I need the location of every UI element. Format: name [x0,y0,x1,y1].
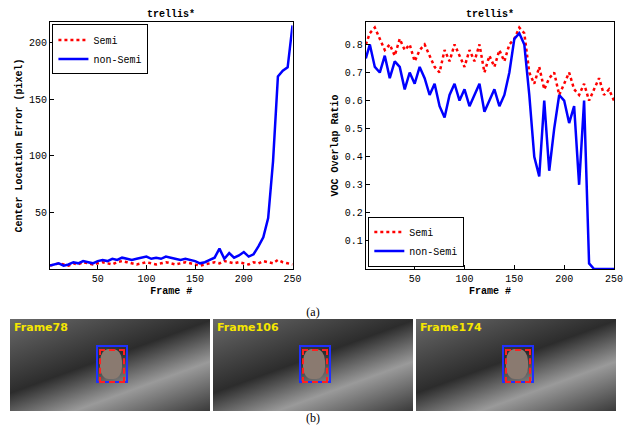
svg-text:0.8: 0.8 [345,40,363,51]
svg-text:0.5: 0.5 [345,124,363,135]
svg-text:250: 250 [605,274,623,285]
svg-text:trellis*: trellis* [466,9,514,20]
svg-text:200: 200 [235,274,253,285]
svg-text:Semi: Semi [409,228,433,239]
svg-text:Frame #: Frame # [469,286,511,297]
html-text:(a): (a) [306,305,320,319]
html-text:Frame78: Frame78 [14,321,68,334]
svg-text:150: 150 [29,95,47,106]
svg-text:250: 250 [284,274,302,285]
html-text:Frame106: Frame106 [217,321,279,334]
svg-text:50: 50 [92,274,104,285]
svg-text:0.1: 0.1 [345,236,363,247]
svg-text:200: 200 [29,38,47,49]
svg-text:Semi: Semi [93,36,117,47]
html-text:Frame174: Frame174 [420,321,482,334]
svg-text:100: 100 [456,274,474,285]
svg-text:non-Semi: non-Semi [409,247,457,258]
svg-text:Center Location Error (pixel): Center Location Error (pixel) [14,58,25,232]
svg-text:0.2: 0.2 [345,208,363,219]
svg-text:100: 100 [29,151,47,162]
svg-text:0.7: 0.7 [345,68,363,79]
svg-text:150: 150 [186,274,204,285]
svg-text:0.6: 0.6 [345,96,363,107]
svg-text:VOC Overlap Ratio: VOC Overlap Ratio [330,94,341,196]
svg-text:50: 50 [409,274,421,285]
svg-text:100: 100 [137,274,155,285]
svg-text:50: 50 [35,208,47,219]
svg-text:150: 150 [505,274,523,285]
svg-text:0.3: 0.3 [345,180,363,191]
svg-text:200: 200 [555,274,573,285]
svg-text:Frame #: Frame # [150,286,192,297]
svg-text:0.4: 0.4 [345,152,363,163]
html-text:(b): (b) [306,411,320,425]
svg-text:trellis*: trellis* [147,9,195,20]
svg-text:non-Semi: non-Semi [93,55,141,66]
